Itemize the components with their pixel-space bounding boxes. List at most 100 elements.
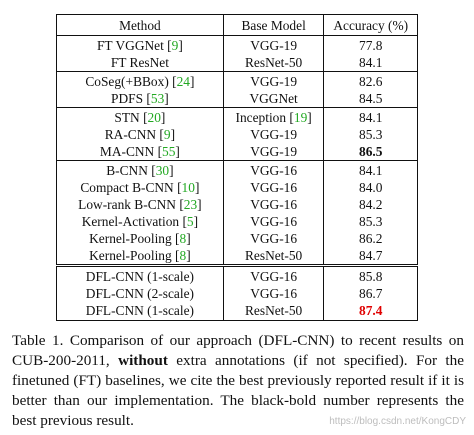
accuracy-value: 84.2 <box>359 197 383 212</box>
base-model-name: Inception <box>235 110 287 125</box>
base-model-cell: VGG-19 <box>222 143 325 161</box>
accuracy-value: 86.5 <box>359 144 383 159</box>
base-model-cell: Inception [19] <box>222 107 325 126</box>
header-accuracy: Accuracy (%) <box>323 14 418 36</box>
base-model-cell: ResNet-50 <box>222 54 325 72</box>
citation-number: 24 <box>176 74 190 89</box>
method-cell: DFL-CNN (1-scale) <box>56 302 224 321</box>
table-row: DFL-CNN (1-scale) ResNet-50 87.4 <box>56 302 418 321</box>
method-cell: B-CNN [30] <box>56 160 224 179</box>
citation-number: 10 <box>181 180 195 195</box>
base-model-cell: VGG-19 <box>222 126 325 143</box>
base-model-name: VGG-16 <box>250 214 298 229</box>
method-name: FT VGGNet <box>96 38 164 53</box>
accuracy-cell: 86.5 <box>323 143 418 161</box>
method-name: Kernel-Pooling <box>89 248 172 263</box>
base-model-cell: VGGNet <box>222 90 325 108</box>
base-model-cell: VGG-16 <box>222 160 325 179</box>
table-row: RA-CNN [9] VGG-19 85.3 <box>56 126 418 143</box>
method-cell: CoSeg(+BBox) [24] <box>56 71 224 90</box>
accuracy-cell: 84.1 <box>323 54 418 72</box>
base-model-cell: VGG-19 <box>222 35 325 54</box>
caption-text-1: Table 1. Comparison of our approach (DFL… <box>12 332 464 369</box>
method-name: DFL-CNN (2-scale) <box>85 286 194 301</box>
accuracy-cell: 84.2 <box>323 196 418 213</box>
table-row: CoSeg(+BBox) [24] VGG-19 82.6 <box>56 71 418 90</box>
method-cell: DFL-CNN (2-scale) <box>56 285 224 302</box>
caption-text-2: extra annotations (if not specified). Fo… <box>12 352 464 429</box>
method-name: MA-CNN <box>99 144 155 159</box>
base-model-cell: ResNet-50 <box>222 302 325 321</box>
watermark: https://blog.csdn.net/KongCDY <box>329 416 466 427</box>
method-cell: Kernel-Pooling [8] <box>56 230 224 247</box>
accuracy-value: 84.0 <box>359 180 383 195</box>
base-model-name: VGG-16 <box>250 180 298 195</box>
citation-number: 30 <box>155 163 170 178</box>
method-cell: FT ResNet <box>56 54 224 72</box>
table-group: DFL-CNN (1-scale) VGG-16 85.8 DFL-CNN (2-sc… <box>56 264 418 321</box>
table-row: Kernel-Activation [5] VGG-16 85.3 <box>56 213 418 230</box>
accuracy-cell: 85.3 <box>323 213 418 230</box>
base-model-name: VGG-16 <box>250 231 298 246</box>
accuracy-cell: 84.1 <box>323 160 418 179</box>
base-model-name: VGG-19 <box>250 127 298 142</box>
citation-number: 8 <box>179 231 187 246</box>
accuracy-value: 84.7 <box>359 248 383 263</box>
table-row: FT VGGNet [9] VGG-19 77.8 <box>56 35 418 54</box>
base-model-name: VGG-19 <box>250 144 298 159</box>
method-cell: STN [20] <box>56 107 224 126</box>
accuracy-value: 84.5 <box>359 91 383 106</box>
method-name: Kernel-Pooling <box>89 231 172 246</box>
accuracy-value: 77.8 <box>359 38 383 53</box>
accuracy-cell: 85.3 <box>323 126 418 143</box>
base-model-name: VGG-19 <box>250 38 298 53</box>
table-row: Kernel-Pooling [8] ResNet-50 84.7 <box>56 247 418 266</box>
table-row: MA-CNN [55] VGG-19 86.5 <box>56 143 418 161</box>
base-model-name: VGG-16 <box>250 197 298 212</box>
base-model-cell: VGG-16 <box>222 264 325 285</box>
table-row: PDFS [53] VGGNet 84.5 <box>56 90 418 108</box>
base-model-name: VGG-19 <box>250 74 298 89</box>
table-group: STN [20] Inception [19] 84.1 RA-CNN [9] VGG-… <box>56 107 418 161</box>
method-name: CoSeg(+BBox) <box>85 74 169 89</box>
accuracy-cell: 85.8 <box>323 264 418 285</box>
method-cell: FT VGGNet [9] <box>56 35 224 54</box>
table-group: FT VGGNet [9] VGG-19 77.8 FT ResNet ResNet-5… <box>56 35 418 72</box>
header-base-model: Base Model <box>222 14 325 36</box>
accuracy-cell: 86.7 <box>323 285 418 302</box>
base-model-name: VGG-16 <box>250 286 298 301</box>
base-model-name: ResNet-50 <box>244 248 303 263</box>
accuracy-value: 86.7 <box>359 286 383 301</box>
table-row: Low-rank B-CNN [23] VGG-16 84.2 <box>56 196 418 213</box>
accuracy-cell: 77.8 <box>323 35 418 54</box>
accuracy-cell: 84.5 <box>323 90 418 108</box>
base-model-cell: VGG-16 <box>222 179 325 196</box>
accuracy-cell: 87.4 <box>323 302 418 321</box>
method-name: STN <box>114 110 140 125</box>
citation-number: 23 <box>183 197 198 212</box>
method-name: Low-rank B-CNN <box>78 197 176 212</box>
base-model-cell: VGG-16 <box>222 285 325 302</box>
caption-bold-word: without <box>118 352 168 369</box>
citation-number: 9 <box>163 127 171 142</box>
accuracy-cell: 86.2 <box>323 230 418 247</box>
citation-number: 8 <box>179 248 187 263</box>
accuracy-value: 85.8 <box>359 269 383 284</box>
accuracy-cell: 84.1 <box>323 107 418 126</box>
method-cell: PDFS [53] <box>56 90 224 108</box>
method-cell: Low-rank B-CNN [23] <box>56 196 224 213</box>
base-model-name: VGG-16 <box>250 269 298 284</box>
accuracy-value: 85.3 <box>359 127 383 142</box>
method-name: B-CNN <box>106 163 148 178</box>
method-name: DFL-CNN (1-scale) <box>85 269 194 284</box>
method-cell: MA-CNN [55] <box>56 143 224 161</box>
table-caption: Table 1. Comparison of our approach (DFL… <box>12 331 464 431</box>
base-model-cell: VGG-16 <box>222 213 325 230</box>
method-name: RA-CNN <box>104 127 157 142</box>
citation-number: 9 <box>171 38 179 53</box>
accuracy-value: 87.4 <box>359 303 383 318</box>
accuracy-value: 84.1 <box>359 55 383 70</box>
accuracy-cell: 82.6 <box>323 71 418 90</box>
table-row: B-CNN [30] VGG-16 84.1 <box>56 160 418 179</box>
table-header-row: Method Base Model Accuracy (%) <box>56 14 418 36</box>
